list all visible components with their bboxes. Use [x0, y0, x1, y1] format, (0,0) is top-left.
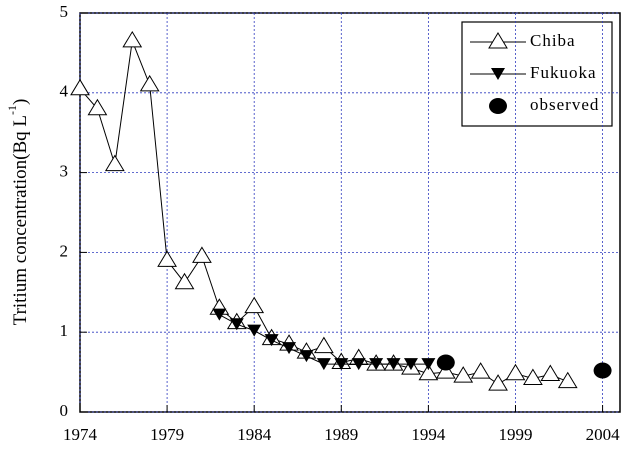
marker	[453, 366, 474, 383]
y-tick-label: 1	[60, 321, 69, 340]
y-label-end: )	[10, 99, 31, 105]
y-axis-label: Tritium concentration(Bq L-1)	[5, 99, 32, 326]
y-tick-label: 0	[60, 401, 69, 420]
marker	[351, 358, 366, 371]
marker	[334, 358, 349, 371]
marker	[386, 358, 401, 371]
x-tick-label: 2004	[586, 425, 621, 444]
x-tick-label: 1984	[237, 425, 272, 444]
marker	[282, 342, 297, 355]
y-tick-label: 5	[60, 2, 69, 21]
marker	[244, 296, 265, 314]
marker	[435, 362, 456, 379]
marker	[192, 246, 212, 263]
marker	[593, 362, 612, 379]
marker	[470, 362, 491, 379]
marker	[299, 350, 314, 363]
legend-label: Chiba	[530, 31, 576, 50]
marker	[139, 74, 160, 92]
marker	[491, 68, 505, 80]
y-tick-label: 2	[60, 241, 69, 260]
marker	[557, 371, 578, 389]
marker	[369, 358, 384, 371]
marker	[436, 354, 455, 371]
marker	[313, 336, 334, 354]
marker	[122, 30, 143, 48]
legend: Chiba Fukuoka observed	[461, 21, 613, 127]
marker	[403, 358, 418, 371]
marker	[421, 358, 436, 371]
marker	[87, 98, 108, 116]
marker	[316, 358, 331, 371]
marker	[104, 154, 125, 172]
marker	[488, 374, 508, 391]
legend-label: observed	[530, 95, 599, 114]
marker	[540, 364, 561, 381]
legend-label: Fukuoka	[530, 63, 597, 82]
x-tick-label: 1989	[324, 425, 358, 444]
marker	[505, 363, 526, 381]
x-tick-label: 1974	[63, 425, 98, 444]
marker	[489, 98, 507, 114]
marker	[212, 308, 227, 321]
marker	[418, 363, 439, 381]
x-tick-label: 1994	[411, 425, 446, 444]
marker	[264, 334, 279, 347]
y-tick-label: 3	[60, 162, 69, 181]
marker	[229, 318, 244, 331]
marker	[247, 324, 262, 337]
y-label-main: Tritium concentration(Bq L	[10, 115, 31, 325]
marker	[523, 368, 543, 385]
marker	[174, 272, 195, 290]
marker	[157, 250, 177, 267]
marker	[488, 32, 508, 49]
y-label-sup: -1	[5, 105, 19, 115]
x-tick-label: 1999	[498, 425, 532, 444]
y-axis-title: Tritium concentration(Bq L-1)	[5, 99, 32, 326]
x-tick-label: 1979	[150, 425, 184, 444]
marker	[70, 78, 90, 96]
y-tick-label: 4	[60, 82, 69, 101]
